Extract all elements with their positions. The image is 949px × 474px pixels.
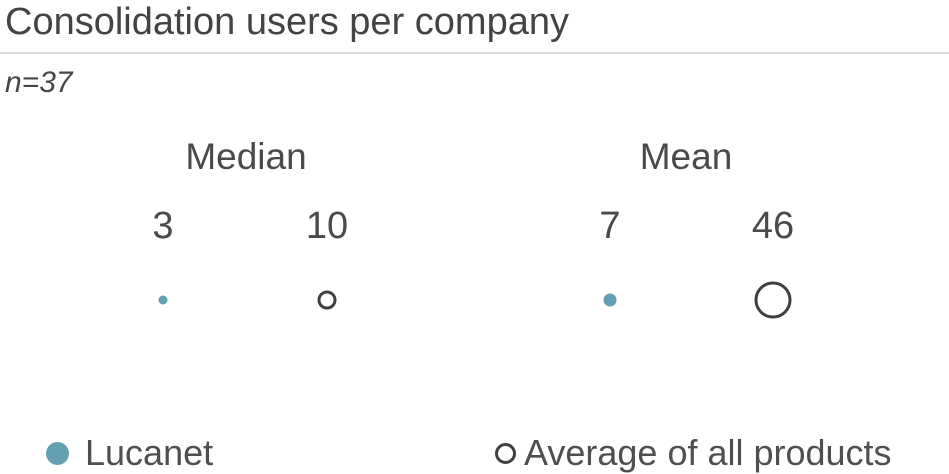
legend-label-lucanet: Lucanet (85, 432, 214, 473)
legend-item-average: Average of all products (495, 432, 892, 474)
bubble-median-average-icon (317, 290, 337, 310)
bubble-median-lucanet-icon (158, 295, 168, 305)
value-median-lucanet: 3 (152, 205, 174, 247)
value-median-average: 10 (305, 205, 349, 247)
legend-label-average: Average of all products (524, 432, 892, 473)
chart-title: Consolidation users per company (5, 1, 569, 43)
legend: Lucanet Average of all products (0, 432, 949, 473)
group-label-median: Median (185, 136, 307, 177)
value-mean-average: 46 (751, 205, 795, 247)
sample-size-label: n=37 (5, 66, 73, 99)
bubble-mean-lucanet-icon (603, 293, 617, 307)
open-circle-icon (495, 442, 516, 464)
filled-circle-icon (46, 441, 69, 465)
group-label-mean: Mean (639, 136, 733, 177)
bubble-mean-average-icon (754, 281, 792, 319)
value-mean-lucanet: 7 (599, 205, 621, 247)
title-divider (0, 52, 949, 54)
legend-item-lucanet: Lucanet (46, 432, 213, 474)
